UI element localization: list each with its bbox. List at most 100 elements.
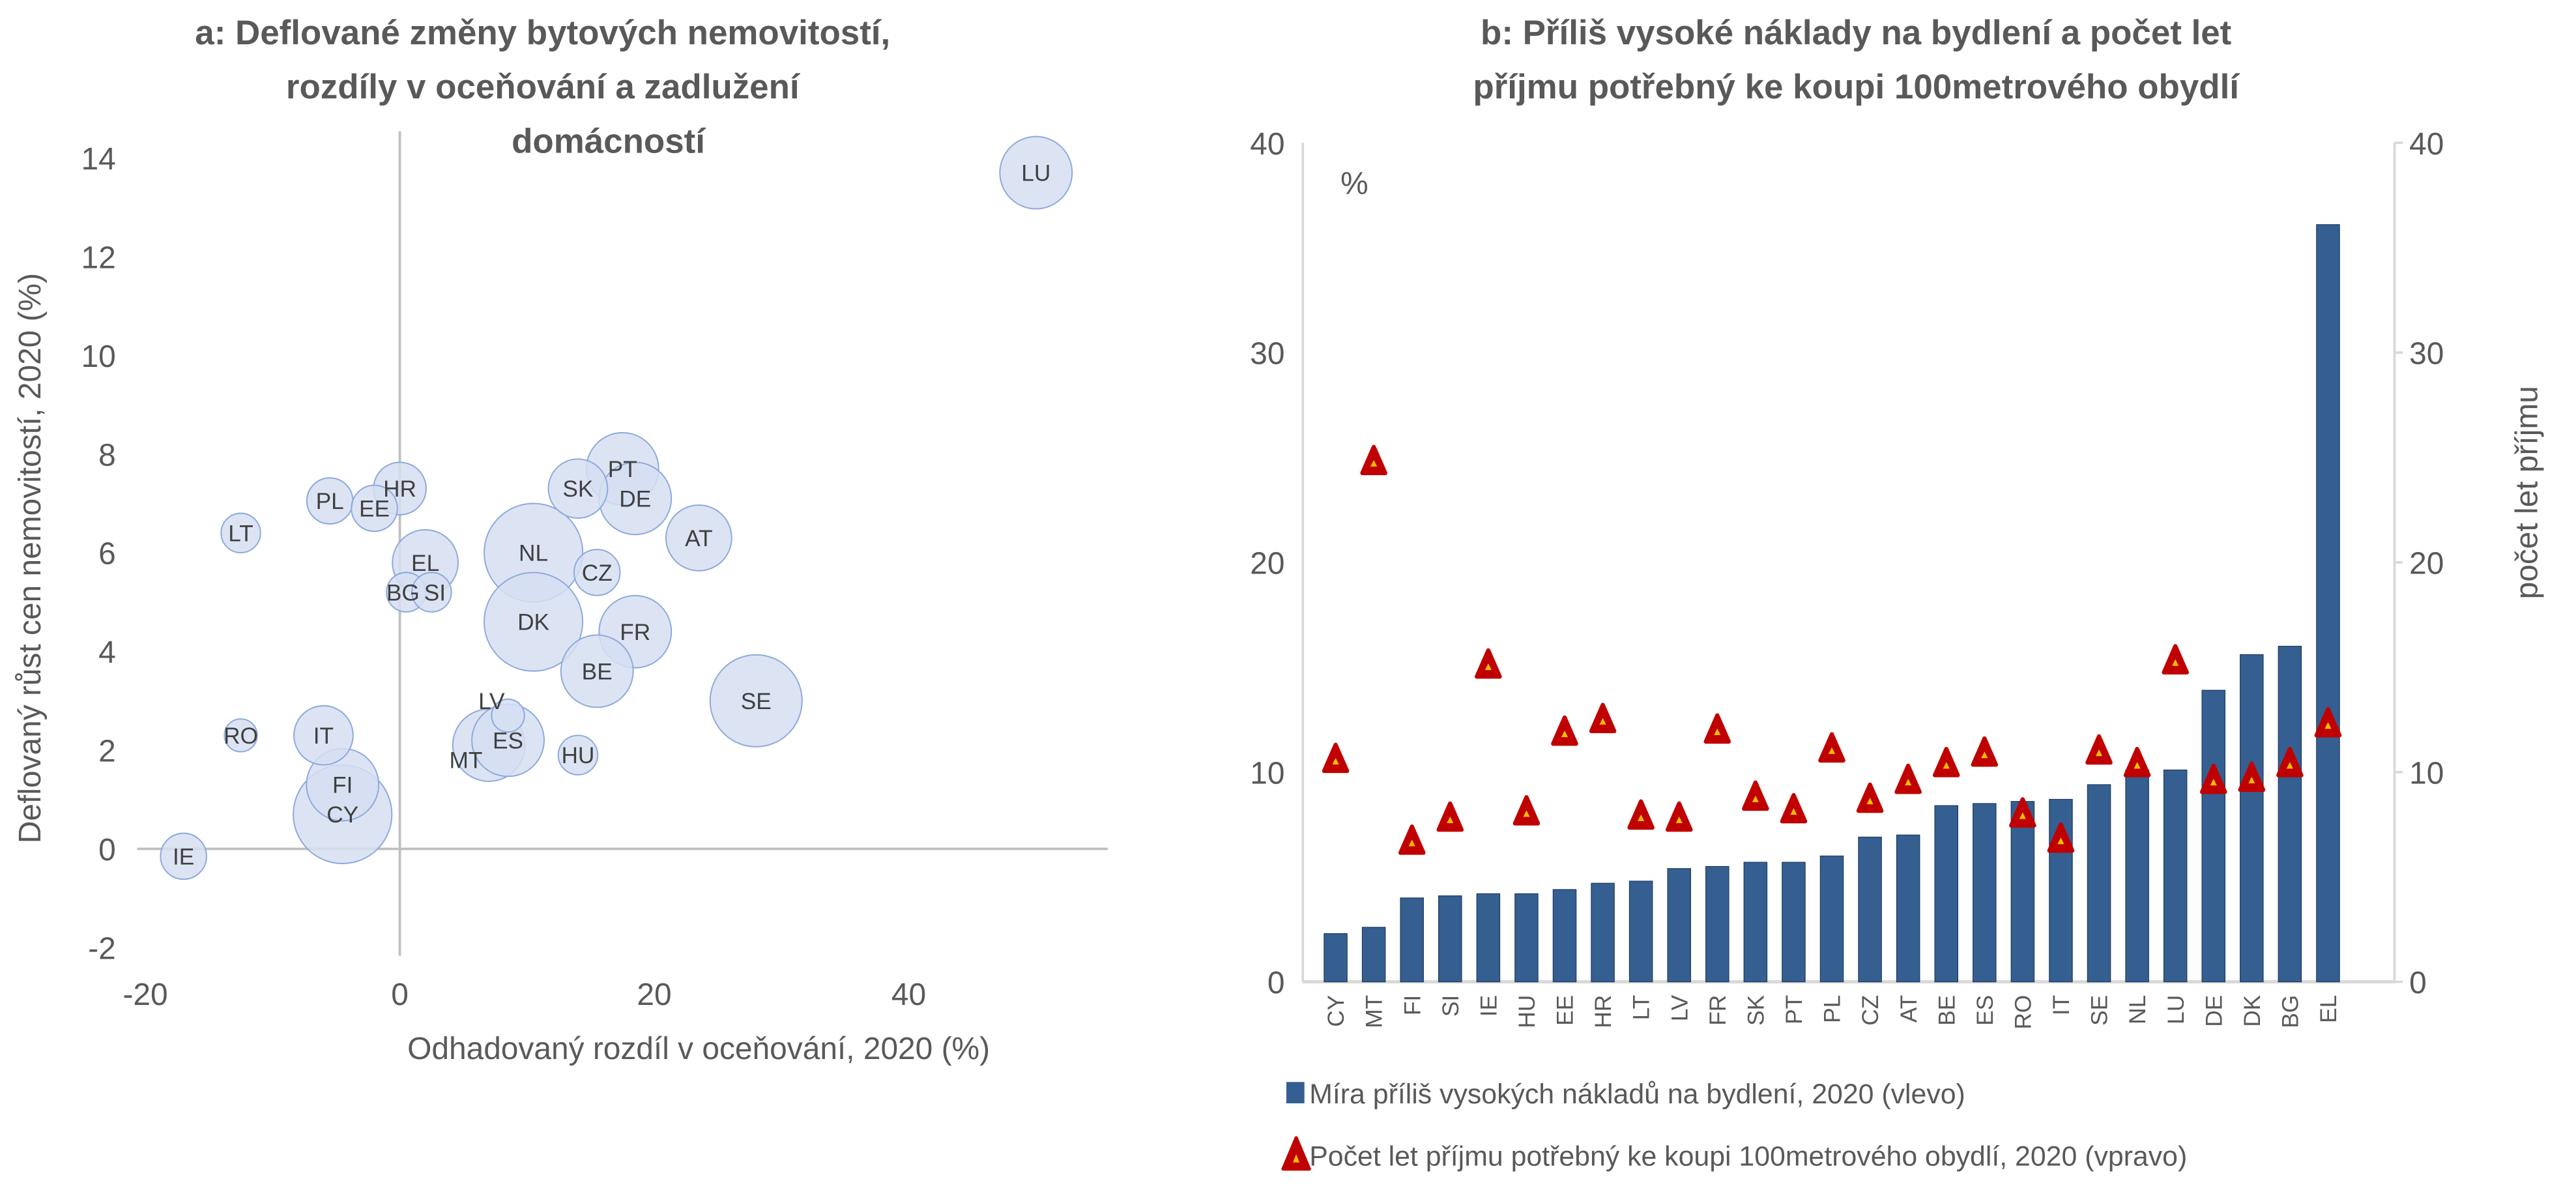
category-label: DK xyxy=(2240,995,2265,1026)
right-tick-label: 40 xyxy=(2409,127,2444,162)
marker-lv xyxy=(1665,801,1693,832)
marker-fi xyxy=(1398,824,1426,855)
category-label: FR xyxy=(1705,995,1731,1026)
bar-cy xyxy=(1324,933,1348,983)
bar-es xyxy=(1973,803,1997,983)
marker-sk xyxy=(1742,780,1769,811)
bubble-be xyxy=(560,634,634,708)
left-tick-label: 30 xyxy=(1250,337,1284,371)
legend-marker-label: Počet let příjmu potřebný ke koupi 100me… xyxy=(1309,1141,2187,1172)
category-label: ES xyxy=(1973,995,1998,1026)
bar-fr xyxy=(1705,865,1729,983)
bubble-label: HR xyxy=(383,476,416,502)
bubble-label: IE xyxy=(173,844,194,869)
chart-a-title-line-1: a: Deflované změny bytových nemovitostí, xyxy=(195,14,890,52)
bubble-label: LV xyxy=(478,689,505,714)
legend: Míra příliš vysokých nákladů na bydlení,… xyxy=(1281,1079,2187,1172)
chart-a-title-line-2: rozdíly v oceňování a zadlužení xyxy=(286,68,801,106)
bubble-ro xyxy=(224,718,258,753)
left-tick-label: 40 xyxy=(1250,127,1284,162)
bar-at xyxy=(1896,834,1920,983)
bubble-lu xyxy=(999,136,1073,210)
category-label: MT xyxy=(1362,995,1387,1028)
bar-fi xyxy=(1400,897,1424,983)
bubble-label: SE xyxy=(741,689,772,714)
bubble-lv xyxy=(491,698,525,733)
bar-lv xyxy=(1667,868,1691,983)
y-tick-label: 0 xyxy=(98,833,116,867)
category-label: CZ xyxy=(1858,995,1883,1026)
bar-ro xyxy=(2010,801,2035,983)
marker-at xyxy=(1894,763,1922,794)
bar-de xyxy=(2201,690,2226,983)
marker-ro xyxy=(2009,797,2036,828)
chart-b-title-line-1: b: Příliš vysoké náklady na bydlení a po… xyxy=(1481,14,2231,52)
bubble-dk xyxy=(483,572,584,672)
category-label: SI xyxy=(1438,995,1464,1017)
marker-bg xyxy=(2276,746,2304,778)
bar-be xyxy=(1934,805,1958,983)
bar-si xyxy=(1438,895,1462,983)
marker-hr xyxy=(1589,703,1617,734)
marker-hu xyxy=(1512,795,1541,826)
y-tick-label: 14 xyxy=(81,142,115,177)
y-tick-label: 6 xyxy=(98,537,116,572)
chart-a-title-line-3: domácností xyxy=(512,122,706,160)
bar-se xyxy=(2087,784,2111,983)
category-label: HR xyxy=(1591,995,1616,1028)
bubble-label: LU xyxy=(1021,161,1050,186)
unit-label: % xyxy=(1340,166,1368,201)
marker-ee xyxy=(1551,715,1578,746)
x-tick-label: 0 xyxy=(391,978,409,1012)
marker-pl xyxy=(1818,732,1845,763)
category-label: LU xyxy=(2164,995,2189,1025)
bar-hu xyxy=(1514,893,1539,983)
y-axis-label: Deflovaný růst cen nemovitostí, 2020 (%) xyxy=(13,273,48,843)
left-tick-label: 10 xyxy=(1250,756,1284,791)
bubble-label: IT xyxy=(313,723,334,749)
bar-cz xyxy=(1858,836,1882,983)
category-label: PL xyxy=(1820,995,1845,1023)
bubble-label: SI xyxy=(424,580,446,605)
marker-cy xyxy=(1322,742,1350,774)
category-label: LT xyxy=(1629,995,1655,1021)
bubble-label: ES xyxy=(493,728,523,753)
category-label: EL xyxy=(2316,995,2341,1023)
y-tick-label: 10 xyxy=(81,340,115,374)
bubble-sk xyxy=(547,458,609,519)
bar-nl xyxy=(2125,769,2149,983)
bar-sk xyxy=(1743,862,1768,983)
bubble-ee xyxy=(351,484,398,532)
marker-mt xyxy=(1360,444,1387,476)
bar-ee xyxy=(1552,889,1577,983)
category-label: BE xyxy=(1934,995,1960,1026)
legend-bar-label: Míra příliš vysokých nákladů na bydlení,… xyxy=(1309,1079,1965,1110)
category-label: NL xyxy=(2125,995,2150,1025)
marker-de xyxy=(2199,763,2227,794)
bar-el xyxy=(2316,224,2340,983)
bar-hr xyxy=(1591,882,1615,983)
y-tick-label: 8 xyxy=(98,438,116,472)
category-label: HU xyxy=(1514,995,1540,1028)
bar-pl xyxy=(1819,855,1844,983)
category-label: BG xyxy=(2278,995,2303,1028)
bubble-label: EL xyxy=(411,551,439,576)
marker-pt xyxy=(1780,792,1808,824)
category-label: IE xyxy=(1476,995,1501,1017)
y2-axis-label: počet let příjmu xyxy=(2510,386,2545,599)
x-tick-label: 40 xyxy=(891,978,926,1012)
y-tick-label: 2 xyxy=(98,734,116,769)
category-label: AT xyxy=(1896,995,1922,1023)
bar-lt xyxy=(1628,880,1653,983)
bubble-at xyxy=(665,504,732,572)
bubble-label: CY xyxy=(326,802,358,828)
x-tick-label: 20 xyxy=(637,978,671,1012)
bubble-label: MT xyxy=(450,748,483,774)
bubble-label: BG xyxy=(386,580,420,605)
bubble-ie xyxy=(160,832,207,880)
y-tick-label: 4 xyxy=(98,635,116,670)
bubble-label: PT xyxy=(608,457,637,482)
category-label: FI xyxy=(1400,995,1425,1015)
right-tick-label: 0 xyxy=(2409,966,2427,1000)
